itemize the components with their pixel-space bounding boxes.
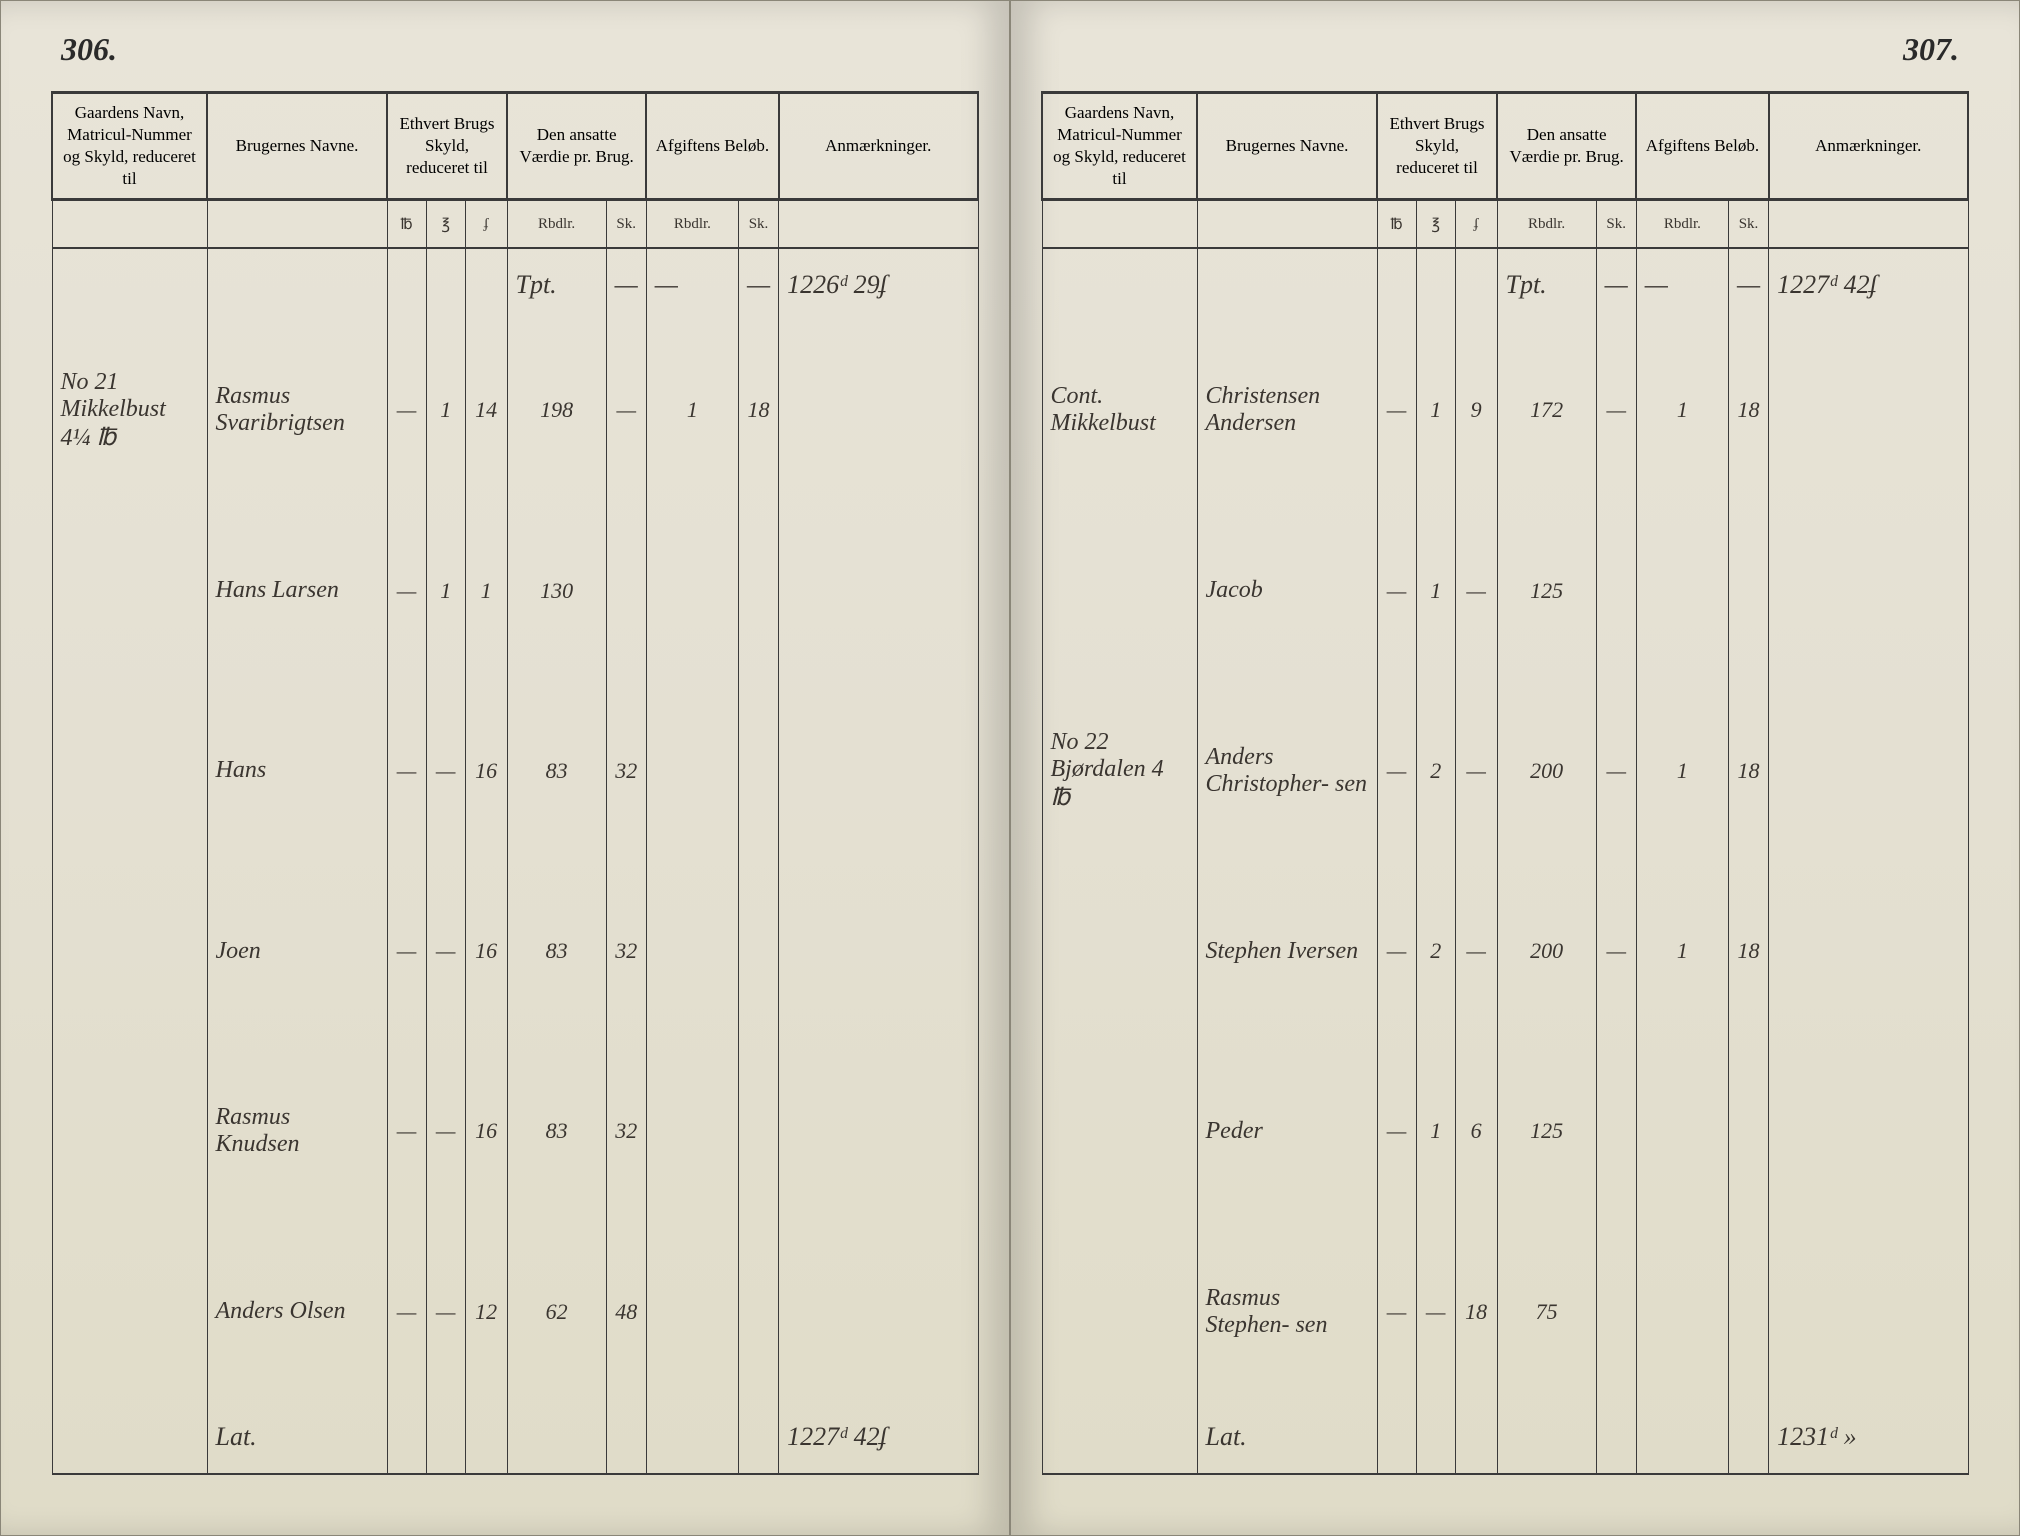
transport-bottom-row: Lat. 1227ᵈ 42ʄ — [52, 1402, 978, 1474]
page-number-left: 306. — [61, 31, 117, 68]
table-row: No 21 Mikkelbust 4¼ ℔ Rasmus Svaribrigts… — [52, 320, 978, 500]
col-anm: Anmærkninger. — [1769, 93, 1968, 200]
table-row: No 22 Bjørdalen 4 ℔ Anders Christopher- … — [1042, 681, 1968, 861]
col-brugernes: Brugernes Navne. — [207, 93, 387, 200]
lat-anm: 1227ᵈ 42ʄ — [779, 1402, 978, 1474]
sub-s1: ℔ — [387, 200, 426, 248]
transport-bottom-row: Lat. 1231ᵈ » — [1042, 1402, 1968, 1474]
col-brugernes: Brugernes Navne. — [1197, 93, 1377, 200]
table-row: Hans Larsen — 1 1 130 — [52, 500, 978, 680]
table-row: Jacob — 1 — 125 — [1042, 500, 1968, 680]
sub-v2: Sk. — [606, 200, 646, 248]
table-row: Hans — — 16 83 32 — [52, 681, 978, 861]
cell-bruger: Rasmus Svaribrigtsen — [207, 320, 387, 500]
left-page: 306. Gaardens Navn, Matricul-Nummer og S… — [0, 0, 1010, 1536]
header-row: Gaardens Navn, Matricul-Nummer og Skyld,… — [1042, 93, 1968, 200]
table-row: Cont. Mikkelbust Christensen Andersen — … — [1042, 320, 1968, 500]
col-skyld: Ethvert Brugs Skyld, reduceret til — [387, 93, 507, 200]
cell-gaardens: No 21 Mikkelbust 4¼ ℔ — [52, 320, 207, 500]
ledger-table-left: Gaardens Navn, Matricul-Nummer og Skyld,… — [51, 91, 979, 1475]
subheader-row: ℔ ℥ ʄ Rbdlr. Sk. Rbdlr. Sk. — [1042, 200, 1968, 248]
page-number-right: 307. — [1903, 31, 1959, 68]
table-row: Stephen Iversen — 2 — 200 — 1 18 — [1042, 861, 1968, 1041]
transport-top-row: Tpt. — —— 1227ᵈ 42ʄ — [1042, 248, 1968, 320]
right-page: 307. Gaardens Navn, Matricul-Nummer og S… — [1010, 0, 2020, 1536]
tpt-anm: 1226ᵈ 29ʄ — [779, 248, 978, 320]
sub-v1: Rbdlr. — [507, 200, 606, 248]
col-afgift: Afgiftens Beløb. — [646, 93, 778, 200]
col-vaerdie: Den ansatte Værdie pr. Brug. — [1497, 93, 1636, 200]
sub-a1: Rbdlr. — [646, 200, 738, 248]
transport-top-row: Tpt. — —— 1226ᵈ 29ʄ — [52, 248, 978, 320]
header-row: Gaardens Navn, Matricul-Nummer og Skyld,… — [52, 93, 978, 200]
sub-a2: Sk. — [738, 200, 778, 248]
ledger-book: 306. Gaardens Navn, Matricul-Nummer og S… — [0, 0, 2020, 1536]
sub-s2: ℥ — [426, 200, 465, 248]
ledger-table-right: Gaardens Navn, Matricul-Nummer og Skyld,… — [1041, 91, 1969, 1475]
lat-label: Lat. — [207, 1402, 387, 1474]
col-gaardens: Gaardens Navn, Matricul-Nummer og Skyld,… — [52, 93, 207, 200]
subheader-row: ℔ ℥ ʄ Rbdlr. Sk. Rbdlr. Sk. — [52, 200, 978, 248]
table-row: Rasmus Knudsen — — 16 83 32 — [52, 1041, 978, 1221]
tpt-label: Tpt. — [507, 248, 606, 320]
col-vaerdie: Den ansatte Værdie pr. Brug. — [507, 93, 646, 200]
sub-s3: ʄ — [465, 200, 507, 248]
table-row: Rasmus Stephen- sen — — 18 75 — [1042, 1222, 1968, 1402]
col-gaardens: Gaardens Navn, Matricul-Nummer og Skyld,… — [1042, 93, 1197, 200]
col-afgift: Afgiftens Beløb. — [1636, 93, 1768, 200]
table-row: Anders Olsen — — 12 62 48 — [52, 1222, 978, 1402]
col-skyld: Ethvert Brugs Skyld, reduceret til — [1377, 93, 1497, 200]
col-anm: Anmærkninger. — [779, 93, 978, 200]
table-row: Joen — — 16 83 32 — [52, 861, 978, 1041]
table-row: Peder — 1 6 125 — [1042, 1041, 1968, 1221]
